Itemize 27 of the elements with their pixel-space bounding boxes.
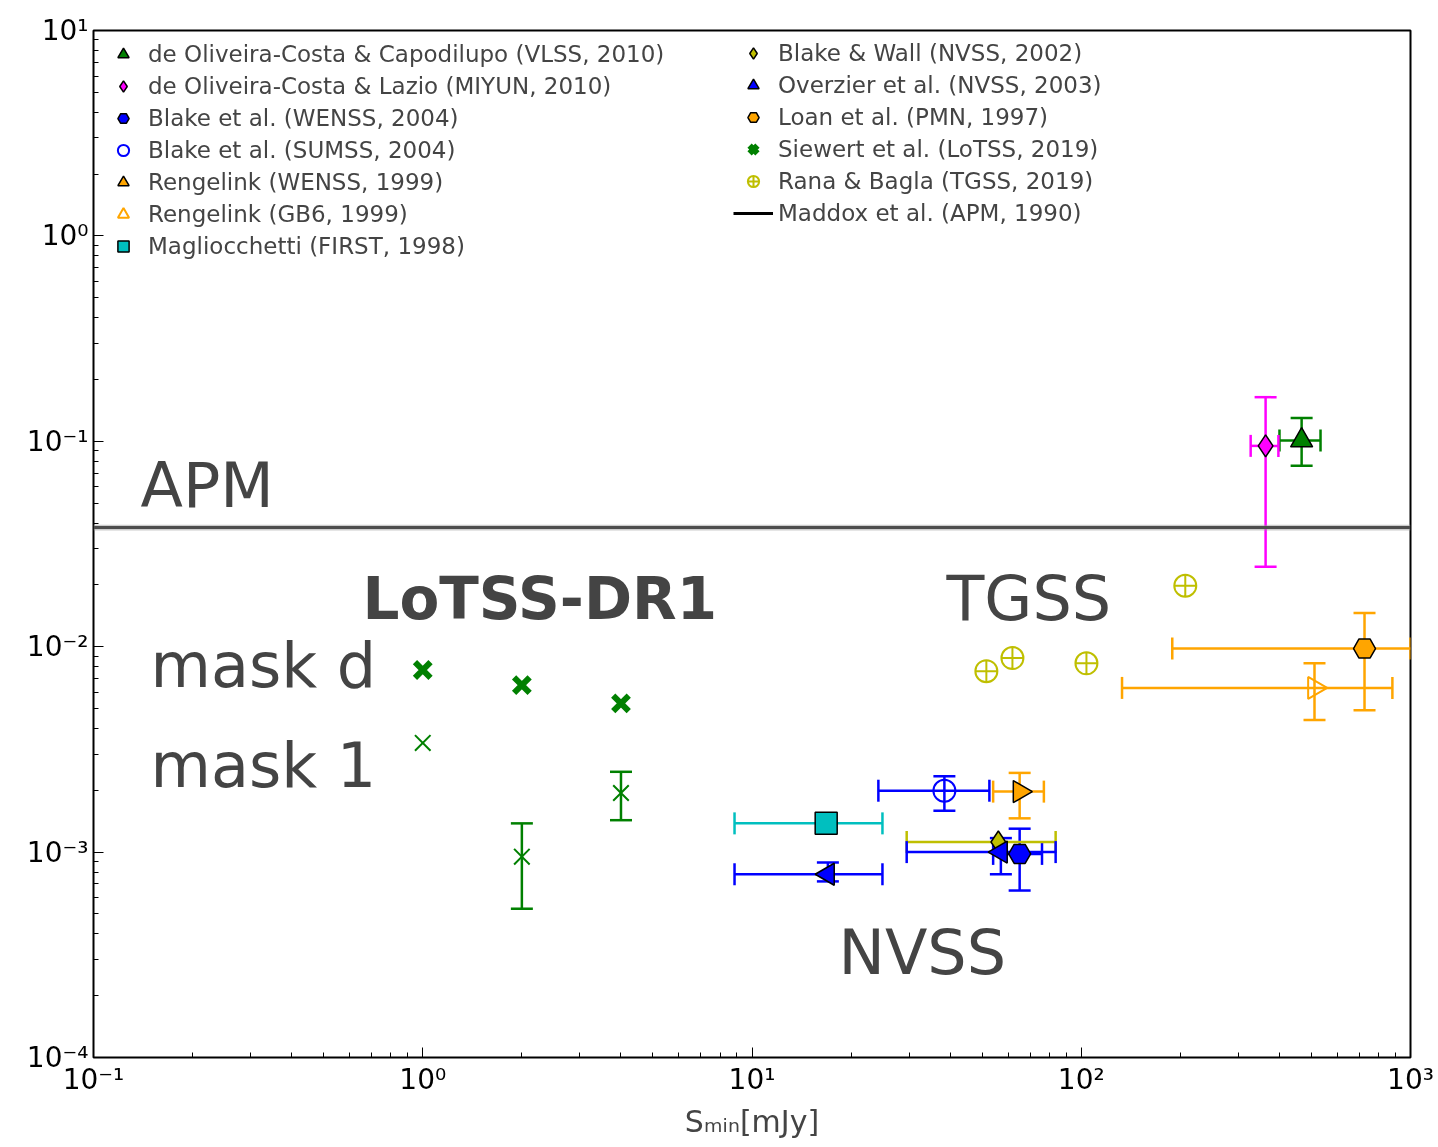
y-tick-label: 10⁻³ [26, 835, 89, 869]
y-tick-label: 10⁻² [26, 630, 89, 664]
legend-label: Blake et al. (WENSS, 2004) [148, 104, 459, 132]
legend-label: Rengelink (WENSS, 1999) [148, 168, 444, 196]
annotation: mask 1 [150, 729, 377, 802]
legend-label: de Oliveira-Costa & Lazio (MIYUN, 2010) [148, 72, 612, 100]
y-tick-label: 10⁻¹ [26, 424, 89, 458]
legend-label: Maddox et al. (APM, 1990) [778, 199, 1082, 227]
annotation: APM [140, 449, 274, 522]
y-tick-label: 10¹ [41, 14, 89, 47]
legend-label: de Oliveira-Costa & Capodilupo (VLSS, 2010) [148, 40, 665, 68]
annotation: NVSS [838, 916, 1007, 989]
legend-label: Magliocchetti (FIRST, 1998) [148, 232, 465, 260]
legend-label: Overzier et al. (NVSS, 2003) [778, 71, 1102, 99]
legend-label: Rana & Bagla (TGSS, 2019) [778, 167, 1094, 195]
legend-label: Siewert et al. (LoTSS, 2019) [778, 135, 1099, 163]
legend-label: Blake et al. (SUMSS, 2004) [148, 136, 456, 164]
x-axis-title: Sₘᵢₙ[mJy] [684, 1103, 820, 1139]
legend-label: Rengelink (GB6, 1999) [148, 200, 408, 228]
x-tick-label: 10² [1057, 1062, 1105, 1096]
x-tick-label: 10¹ [728, 1062, 776, 1096]
x-tick-label: 10⁰ [399, 1062, 447, 1096]
legend-label: Loan et al. (PMN, 1997) [778, 103, 1049, 131]
y-tick-label: 10⁰ [41, 219, 89, 253]
legend-label: Blake & Wall (NVSS, 2002) [778, 39, 1083, 67]
x-tick-label: 10³ [1387, 1062, 1434, 1096]
annotation: TGSS [945, 562, 1112, 635]
